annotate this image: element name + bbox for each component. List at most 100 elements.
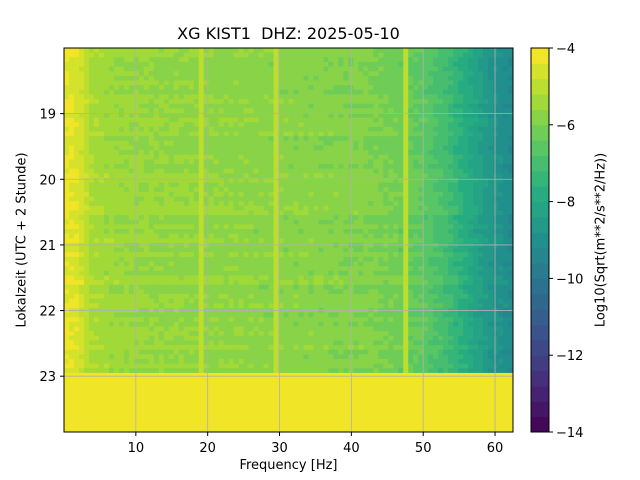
heatmap-cell [148, 280, 155, 286]
heatmap-cell [278, 145, 285, 151]
heatmap-cell [343, 238, 349, 244]
heatmap-cell [428, 252, 434, 258]
heatmap-cell [253, 48, 260, 54]
heatmap-cell [408, 122, 414, 128]
heatmap-cell [428, 131, 434, 137]
heatmap-cell [458, 280, 464, 286]
heatmap-cell [323, 61, 330, 68]
heatmap-cell [353, 247, 359, 253]
heatmap-cell [368, 108, 374, 114]
heatmap-cell [473, 233, 479, 239]
heatmap-cell [498, 270, 504, 277]
heatmap-cell [88, 233, 95, 239]
heatmap-cell [263, 303, 270, 309]
heatmap-cell [103, 66, 110, 72]
heatmap-cell [88, 89, 95, 96]
heatmap-cell [468, 294, 474, 300]
heatmap-cell [308, 238, 315, 244]
heatmap-cell [103, 182, 110, 188]
heatmap-cell [318, 215, 325, 221]
heatmap-cell [103, 242, 110, 249]
heatmap-cell [278, 289, 285, 295]
heatmap-cell [278, 89, 285, 96]
heatmap-cell [478, 219, 484, 225]
heatmap-cell [178, 201, 185, 207]
heatmap-cell [78, 219, 85, 225]
heatmap-cell [188, 270, 195, 277]
heatmap-cell [143, 187, 150, 193]
heatmap-cell [118, 224, 125, 230]
heatmap-cell [293, 294, 300, 300]
heatmap-cell [303, 145, 310, 151]
heatmap-cell [233, 150, 240, 156]
heatmap-cell [213, 247, 220, 253]
heatmap-cell [83, 238, 90, 244]
heatmap-cell [423, 131, 429, 137]
heatmap-cell [248, 252, 255, 258]
heatmap-cell [168, 117, 175, 123]
heatmap-cell [263, 117, 270, 123]
heatmap-cell [398, 196, 404, 202]
heatmap-cell [118, 177, 125, 184]
heatmap-cell [203, 266, 210, 272]
heatmap-cell [363, 61, 369, 68]
heatmap-cell [168, 75, 175, 82]
heatmap-cell [113, 205, 120, 212]
heatmap-cell [64, 284, 70, 290]
heatmap-cell [278, 150, 285, 156]
heatmap-cell [328, 164, 334, 170]
heatmap-cell [93, 122, 100, 128]
heatmap-cell [228, 57, 235, 63]
heatmap-cell [133, 80, 140, 86]
heatmap-cell [138, 191, 145, 198]
heatmap-cell [68, 294, 75, 300]
heatmap-cell [383, 280, 389, 286]
heatmap-cell [223, 52, 230, 58]
heatmap-cell [268, 150, 275, 156]
heatmap-cell [263, 145, 270, 151]
heatmap-cell [478, 284, 484, 290]
heatmap-cell [258, 145, 265, 151]
heatmap-cell [73, 136, 80, 142]
heatmap-cell [123, 140, 130, 147]
heatmap-cell [303, 298, 310, 304]
heatmap-cell [258, 173, 265, 179]
heatmap-cell [353, 266, 359, 272]
heatmap-cell [258, 275, 265, 281]
heatmap-cell [488, 48, 494, 54]
heatmap-cell [368, 94, 374, 100]
heatmap-cell [173, 89, 180, 96]
heatmap-cell [473, 219, 479, 225]
heatmap-cell [278, 103, 285, 109]
heatmap-cell [303, 66, 310, 72]
heatmap-cell [243, 75, 250, 82]
heatmap-cell [308, 187, 315, 193]
heatmap-cell [448, 66, 454, 72]
heatmap-cell [123, 173, 130, 179]
heatmap-cell [453, 242, 459, 249]
heatmap-cell [358, 154, 364, 160]
heatmap-cell [338, 140, 344, 147]
heatmap-cell [253, 173, 260, 179]
heatmap-cell [493, 71, 499, 77]
heatmap-cell [128, 99, 135, 105]
heatmap-cell [483, 154, 489, 160]
heatmap-cell [323, 112, 330, 119]
heatmap-cell [333, 252, 339, 258]
heatmap-cell [468, 233, 474, 239]
heatmap-cell [403, 94, 409, 100]
heatmap-cell [328, 256, 334, 263]
heatmap-cell [408, 61, 414, 68]
heatmap-cell [448, 122, 454, 128]
heatmap-cell [253, 242, 260, 249]
heatmap-cell [213, 275, 220, 281]
heatmap-cell [64, 48, 70, 54]
heatmap-cell [328, 191, 334, 198]
heatmap-cell [64, 224, 70, 230]
heatmap-cell [308, 99, 315, 105]
heatmap-cell [93, 294, 100, 300]
heatmap-cell [233, 275, 240, 281]
heatmap-cell [158, 284, 165, 290]
heatmap-cell [238, 303, 245, 309]
heatmap-cell [398, 256, 404, 263]
